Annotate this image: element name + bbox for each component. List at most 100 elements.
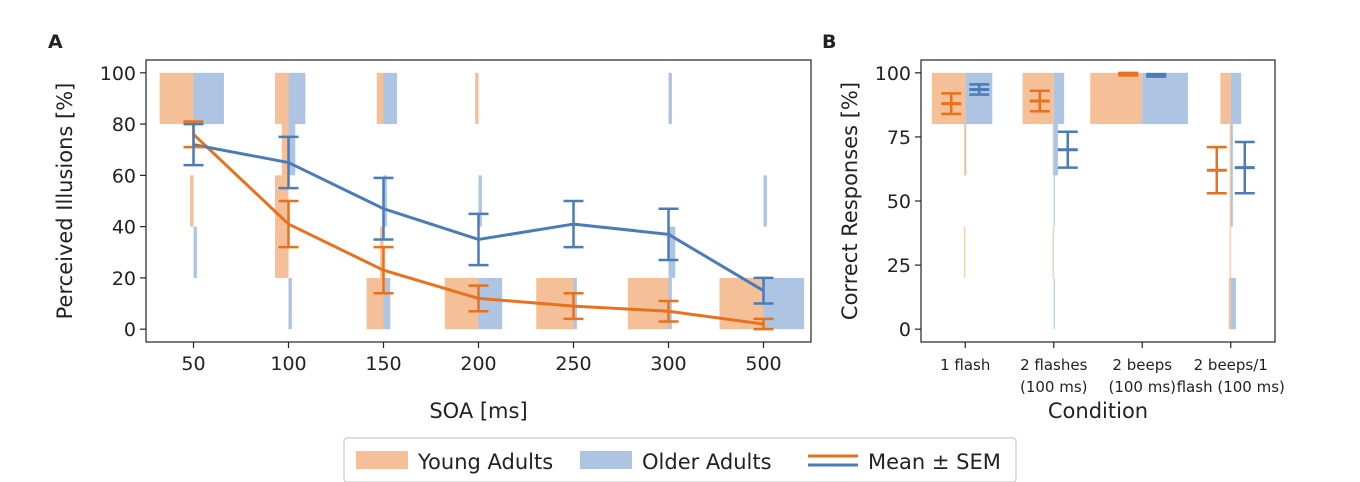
- x-tick-label: (100 ms): [1108, 378, 1176, 396]
- young-hist-bar: [1229, 226, 1231, 278]
- y-tick-label: 0: [899, 319, 911, 341]
- x-tick-label: 2 beeps: [1112, 356, 1172, 374]
- x-tick-label: 2 beeps/1: [1194, 356, 1268, 374]
- young-errorbar: [1029, 89, 1050, 113]
- older-hist-bar: [763, 175, 767, 227]
- x-tick-label: 250: [555, 353, 591, 375]
- young-adults-label: Young Adults: [417, 450, 553, 474]
- older-hist-bar: [383, 72, 398, 125]
- panel-label: B: [822, 31, 836, 53]
- mean-sem-label: Mean ± SEM: [868, 450, 1001, 474]
- older-hist-bar: [965, 72, 993, 125]
- panel-a: 0 20 40 60 80 100 50 100 150 200 250 300 500 SOA [ms]…: [48, 31, 812, 423]
- young-errorbar: [278, 199, 299, 249]
- older-adults-label: Older Adults: [642, 450, 772, 474]
- y-axis-label: Correct Responses [%]: [838, 82, 862, 320]
- older-errorbar: [183, 122, 204, 167]
- older-hist-bar: [478, 175, 482, 227]
- x-tick-label: 100: [270, 353, 306, 375]
- x-axis-label: SOA [ms]: [429, 399, 527, 423]
- y-tick-label: 100: [100, 63, 136, 85]
- older-hist-bar: [478, 277, 503, 330]
- older-errorbar: [563, 199, 584, 249]
- y-tick-label: 100: [875, 63, 911, 85]
- x-tick-label: 150: [365, 353, 401, 375]
- young-hist-bar: [1090, 72, 1143, 125]
- panel-label: A: [48, 31, 63, 53]
- young-adults-swatch: [356, 451, 408, 469]
- young-hist-bar: [159, 72, 194, 125]
- young-hist-bar: [190, 175, 194, 227]
- young-hist-bar: [1022, 72, 1054, 125]
- older-adults-swatch: [580, 451, 632, 469]
- young-hist-bar: [380, 226, 384, 278]
- young-hist-bar: [1228, 277, 1231, 330]
- older-hist-bar: [573, 277, 577, 330]
- older-hist-bar: [383, 175, 387, 227]
- x-tick-label: 50: [181, 353, 205, 375]
- older-errorbar: [1146, 72, 1167, 78]
- y-tick-label: 50: [887, 191, 911, 213]
- young-hist-bar: [366, 277, 384, 330]
- older-hist-bar: [1230, 124, 1233, 176]
- older-hist-bar: [193, 72, 224, 125]
- x-tick-label: flash (100 ms): [1177, 378, 1285, 396]
- older-hist-bar: [1053, 124, 1058, 176]
- older-errorbar: [658, 207, 679, 262]
- young-hist-bar: [1220, 72, 1231, 125]
- x-tick-label: 1 flash: [940, 356, 990, 374]
- y-tick-label: 75: [887, 127, 911, 149]
- young-hist-bar: [931, 72, 966, 125]
- older-errorbar: [278, 135, 299, 190]
- older-hist-bar: [288, 72, 306, 125]
- older-errorbar: [969, 83, 990, 96]
- young-hist-bar: [1052, 124, 1054, 176]
- young-errorbar: [563, 292, 584, 321]
- older-hist-bar: [1053, 277, 1055, 330]
- older-hist-bar: [1230, 277, 1236, 330]
- y-axis-label: Perceived Illusions [%]: [53, 83, 77, 320]
- older-hist-bar: [1142, 72, 1189, 125]
- y-tick-label: 60: [112, 165, 136, 187]
- young-hist-bar: [1229, 124, 1231, 176]
- x-tick-label: 200: [460, 353, 496, 375]
- older-errorbar: [1057, 130, 1078, 169]
- young-hist-bar: [1052, 226, 1054, 278]
- young-hist-bar: [274, 226, 289, 278]
- young-hist-bar: [964, 124, 966, 176]
- x-tick-label: (100 ms): [1020, 378, 1088, 396]
- young-errorbar: [1118, 71, 1139, 77]
- x-axis-label: Condition: [1048, 399, 1148, 423]
- older-errorbar: [468, 212, 489, 267]
- young-errorbar: [753, 317, 774, 331]
- older-hist-bar: [668, 72, 672, 125]
- y-tick-label: 25: [887, 255, 911, 277]
- older-hist-bar: [1053, 72, 1065, 125]
- older-hist-bar: [193, 226, 197, 278]
- young-errorbar: [658, 299, 679, 323]
- older-hist-bar: [668, 226, 676, 278]
- young-hist-bar: [376, 72, 384, 125]
- older-errorbar: [1234, 140, 1255, 195]
- older-hist-bar: [383, 277, 391, 330]
- older-hist-bar: [1053, 175, 1055, 227]
- young-errorbar: [373, 245, 394, 295]
- young-errorbar: [941, 92, 962, 116]
- young-hist-bar: [274, 72, 289, 125]
- y-tick-label: 0: [124, 319, 136, 341]
- older-errorbar: [753, 276, 774, 305]
- young-errorbar: [468, 284, 489, 313]
- young-hist-bar: [475, 72, 479, 125]
- older-hist-bar: [1230, 72, 1242, 125]
- older-errorbar: [373, 176, 394, 241]
- legend-frame: [343, 437, 1017, 482]
- x-tick-label: 2 flashes: [1020, 356, 1088, 374]
- panel-b: 0 25 50 75 100 1 flash 2 flashes (100 ms) 2 beep…: [822, 31, 1285, 423]
- older-hist-bar: [288, 277, 292, 330]
- y-tick-label: 80: [112, 114, 136, 136]
- older-hist-bar: [668, 277, 672, 330]
- y-tick-label: 20: [112, 268, 136, 290]
- young-hist-bar: [964, 226, 966, 278]
- x-tick-label: 300: [650, 353, 686, 375]
